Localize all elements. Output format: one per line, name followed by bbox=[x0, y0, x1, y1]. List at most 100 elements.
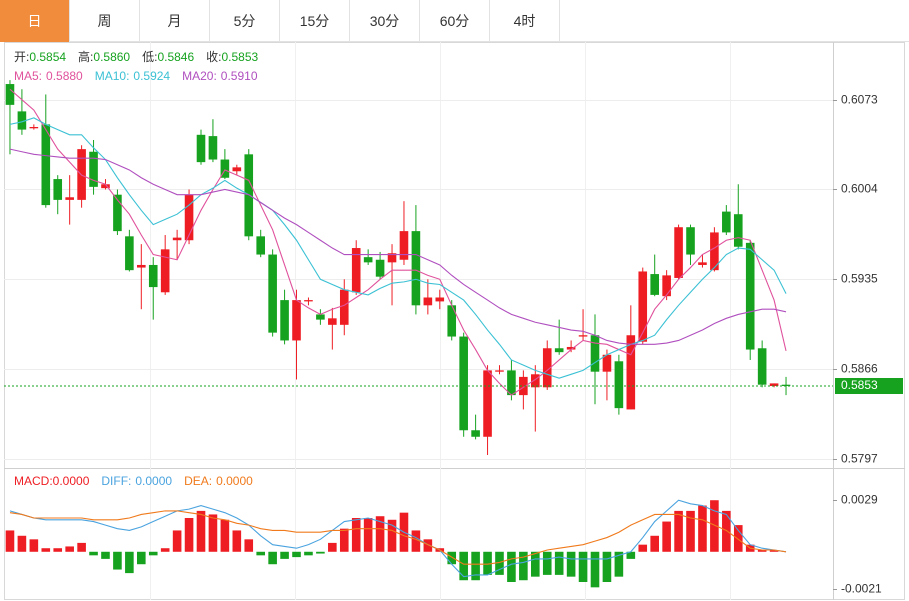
candle-body bbox=[590, 335, 600, 372]
macd-bar bbox=[411, 530, 421, 552]
macd-bar bbox=[220, 519, 230, 552]
legend-item: 收:0.5853 bbox=[206, 50, 258, 64]
macd-bar bbox=[423, 539, 433, 552]
candle-body bbox=[113, 194, 122, 232]
candle-body bbox=[769, 383, 779, 387]
legend-value: 0.5860 bbox=[93, 50, 130, 64]
macd-bar bbox=[375, 516, 385, 552]
legend-item: MA10: 0.5924 bbox=[95, 69, 171, 83]
last-price-tag bbox=[835, 378, 903, 395]
candle-body bbox=[339, 289, 349, 325]
macd-bar bbox=[686, 510, 695, 552]
candle-body bbox=[698, 262, 707, 265]
y-tick-label: 0.5935 bbox=[841, 272, 878, 286]
legend-name: 低: bbox=[142, 50, 157, 64]
macd-bar bbox=[519, 551, 528, 581]
macd-bar bbox=[232, 530, 242, 552]
candle-body bbox=[125, 236, 134, 271]
macd-bar bbox=[614, 551, 624, 577]
candle-body bbox=[304, 300, 313, 302]
legend-item: MA5: 0.5880 bbox=[14, 69, 83, 83]
legend-name: MA5: bbox=[14, 69, 42, 83]
macd-bar bbox=[363, 518, 373, 552]
macd-bar bbox=[280, 551, 289, 559]
macd-bar bbox=[662, 521, 671, 552]
legend-name: MA20: bbox=[182, 69, 217, 83]
candle-body bbox=[89, 151, 98, 187]
candle-body bbox=[184, 194, 194, 241]
candle-body bbox=[471, 430, 480, 437]
macd-bar bbox=[244, 539, 254, 552]
period-tab[interactable]: 15分 bbox=[280, 0, 350, 42]
period-tab[interactable]: 周 bbox=[70, 0, 140, 42]
legend-item: 高:0.5860 bbox=[78, 49, 130, 64]
legend-value: 0.5924 bbox=[133, 69, 170, 83]
macd-bar bbox=[674, 510, 683, 552]
macd-bar bbox=[626, 551, 636, 559]
legend-value: 0.0000 bbox=[53, 474, 90, 488]
legend-value: 0.5853 bbox=[221, 50, 258, 64]
candle-body bbox=[351, 248, 361, 293]
candle-body bbox=[208, 136, 218, 160]
candle-body bbox=[196, 134, 206, 163]
candle-body bbox=[638, 271, 648, 342]
candle-body bbox=[137, 264, 146, 268]
candle-body bbox=[232, 167, 242, 172]
macd-bar bbox=[757, 550, 767, 552]
macd-bar bbox=[268, 551, 277, 565]
candle-body bbox=[578, 335, 588, 337]
period-tab[interactable]: 5分 bbox=[210, 0, 280, 42]
y-tick-label: 0.5797 bbox=[841, 452, 878, 466]
candle-body bbox=[399, 231, 409, 260]
y-tick-label: 0.6004 bbox=[841, 182, 878, 196]
period-tab[interactable]: 4时 bbox=[490, 0, 560, 42]
legend-value: 0.5854 bbox=[29, 50, 66, 64]
macd-bar bbox=[53, 548, 63, 552]
candle-body bbox=[17, 111, 27, 130]
macd-bar bbox=[89, 551, 98, 556]
candle-body bbox=[626, 335, 636, 410]
candle-body bbox=[674, 227, 683, 278]
candle-body bbox=[686, 227, 695, 255]
macd-bar bbox=[578, 551, 588, 582]
macd-bar bbox=[387, 519, 397, 552]
candle-body bbox=[423, 297, 433, 306]
period-tab[interactable]: 月 bbox=[140, 0, 210, 42]
macd-bar bbox=[101, 551, 110, 559]
period-tab[interactable]: 30分 bbox=[350, 0, 420, 42]
candle-body bbox=[650, 274, 659, 295]
legend-item: DIFF: 0.0000 bbox=[101, 474, 172, 488]
macd-bar bbox=[602, 551, 612, 582]
macd-bar bbox=[316, 551, 325, 554]
period-tab[interactable]: 60分 bbox=[420, 0, 490, 42]
period-tabs: 日周月 5分 15分 30分 60分 4时 bbox=[0, 0, 909, 42]
candle-body bbox=[435, 297, 445, 302]
legend-item: DEA: 0.0000 bbox=[184, 474, 253, 488]
candle-body bbox=[733, 214, 743, 247]
macd-bar bbox=[566, 551, 576, 577]
macd-bar bbox=[507, 551, 516, 582]
candle-body bbox=[53, 179, 63, 200]
candle-body bbox=[411, 231, 421, 306]
chart-frame bbox=[4, 42, 905, 600]
candle-body bbox=[41, 124, 51, 206]
candle-body bbox=[316, 314, 325, 320]
macd-bar bbox=[339, 528, 349, 552]
macd-bar bbox=[554, 551, 564, 575]
legend-name: 收: bbox=[206, 50, 221, 64]
legend-item: 开:0.5854 bbox=[14, 50, 66, 64]
macd-bar bbox=[351, 518, 361, 552]
ma-line bbox=[9, 88, 787, 396]
period-tab[interactable]: 日 bbox=[0, 0, 70, 42]
macd-bar bbox=[172, 530, 182, 552]
candle-body bbox=[602, 354, 612, 372]
legend-value: 0.0000 bbox=[135, 474, 172, 488]
macd-bar bbox=[531, 551, 540, 577]
macd-bar bbox=[208, 514, 218, 552]
candle-body bbox=[519, 376, 528, 396]
macd-bar bbox=[447, 551, 457, 565]
macd-bar bbox=[256, 551, 265, 556]
macd-bar bbox=[29, 539, 39, 552]
legend-name: DEA: bbox=[184, 474, 212, 488]
macd-line bbox=[9, 510, 787, 565]
